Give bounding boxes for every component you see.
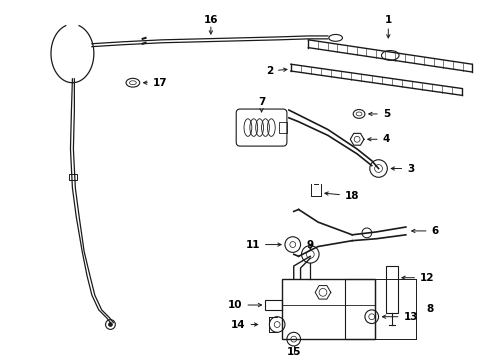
Text: 15: 15 <box>286 347 301 357</box>
Text: 3: 3 <box>390 163 413 174</box>
Bar <box>279 122 286 134</box>
Text: 12: 12 <box>401 273 434 283</box>
Circle shape <box>108 323 112 327</box>
Bar <box>265 300 282 310</box>
Text: 5: 5 <box>368 109 389 119</box>
Text: 4: 4 <box>367 134 389 144</box>
Text: 6: 6 <box>411 226 438 236</box>
Bar <box>345 279 374 339</box>
Text: 13: 13 <box>382 312 417 322</box>
Bar <box>386 266 397 313</box>
Text: 9: 9 <box>306 239 313 249</box>
Bar <box>282 279 374 339</box>
Text: 11: 11 <box>245 239 281 249</box>
Text: 16: 16 <box>203 15 218 25</box>
Text: 2: 2 <box>265 66 286 76</box>
Text: 14: 14 <box>230 320 257 329</box>
Text: 18: 18 <box>324 191 359 201</box>
Text: 7: 7 <box>257 97 264 107</box>
Bar <box>69 174 77 180</box>
Text: 17: 17 <box>143 78 167 88</box>
Text: 1: 1 <box>384 15 391 25</box>
Text: 8: 8 <box>426 304 433 314</box>
Text: 10: 10 <box>227 300 261 310</box>
